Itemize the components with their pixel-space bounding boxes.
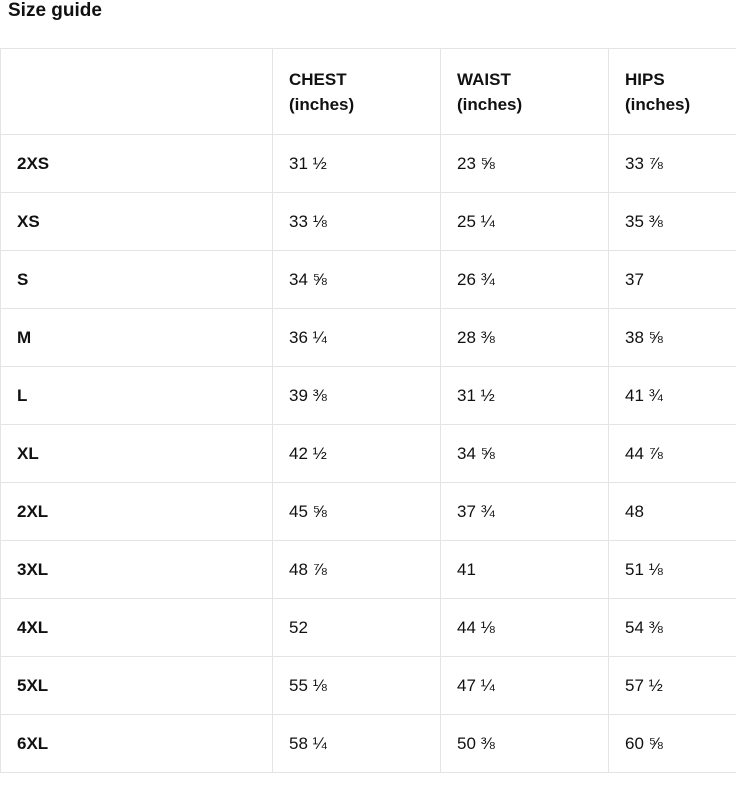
chest-value: 34 ⅝: [272, 250, 441, 309]
waist-value: 50 ⅜: [440, 714, 609, 773]
column-header-hips-unit: (inches): [625, 94, 691, 114]
chest-value: 31 ½: [272, 134, 441, 193]
hips-value: 33 ⅞: [608, 134, 736, 193]
size-label: XS: [0, 192, 273, 251]
table-row-m: M 36 ¼ 28 ⅜ 38 ⅝: [0, 308, 736, 367]
column-header-waist: WAIST (inches): [440, 48, 609, 135]
hips-value: 41 ¾: [608, 366, 736, 425]
size-label: L: [0, 366, 273, 425]
size-label: 3XL: [0, 540, 273, 599]
size-label: XL: [0, 424, 273, 483]
chest-value: 55 ⅛: [272, 656, 441, 715]
table-row-2xl: 2XL 45 ⅝ 37 ¾ 48: [0, 482, 736, 541]
column-header-hips: HIPS (inches): [608, 48, 736, 135]
table-row-xl: XL 42 ½ 34 ⅝ 44 ⅞: [0, 424, 736, 483]
waist-value: 41: [440, 540, 609, 599]
chest-value: 48 ⅞: [272, 540, 441, 599]
chest-value: 36 ¼: [272, 308, 441, 367]
chest-value: 39 ⅜: [272, 366, 441, 425]
hips-value: 37: [608, 250, 736, 309]
chest-value: 52: [272, 598, 441, 657]
waist-value: 44 ⅛: [440, 598, 609, 657]
waist-value: 37 ¾: [440, 482, 609, 541]
size-guide-table: CHEST (inches) WAIST (inches) HIPS (inch…: [0, 48, 736, 773]
column-header-waist-unit: (inches): [457, 94, 523, 114]
hips-value: 35 ⅜: [608, 192, 736, 251]
waist-value: 23 ⅝: [440, 134, 609, 193]
table-header-row: CHEST (inches) WAIST (inches) HIPS (inch…: [0, 48, 736, 135]
column-header-size: [0, 48, 273, 135]
table-row-s: S 34 ⅝ 26 ¾ 37: [0, 250, 736, 309]
table-row-6xl: 6XL 58 ¼ 50 ⅜ 60 ⅝: [0, 714, 736, 773]
table-row-xs: XS 33 ⅛ 25 ¼ 35 ⅜: [0, 192, 736, 251]
hips-value: 54 ⅜: [608, 598, 736, 657]
column-header-hips-label: HIPS: [625, 69, 665, 89]
waist-value: 47 ¼: [440, 656, 609, 715]
chest-value: 33 ⅛: [272, 192, 441, 251]
page-title: Size guide: [8, 0, 102, 21]
hips-value: 57 ½: [608, 656, 736, 715]
table-row-2xs: 2XS 31 ½ 23 ⅝ 33 ⅞: [0, 134, 736, 193]
chest-value: 42 ½: [272, 424, 441, 483]
hips-value: 48: [608, 482, 736, 541]
waist-value: 28 ⅜: [440, 308, 609, 367]
size-label: 4XL: [0, 598, 273, 657]
size-label: 2XS: [0, 134, 273, 193]
waist-value: 34 ⅝: [440, 424, 609, 483]
size-label: S: [0, 250, 273, 309]
waist-value: 26 ¾: [440, 250, 609, 309]
hips-value: 44 ⅞: [608, 424, 736, 483]
hips-value: 51 ⅛: [608, 540, 736, 599]
chest-value: 58 ¼: [272, 714, 441, 773]
column-header-chest-unit: (inches): [289, 94, 355, 114]
table-row-l: L 39 ⅜ 31 ½ 41 ¾: [0, 366, 736, 425]
size-label: M: [0, 308, 273, 367]
waist-value: 25 ¼: [440, 192, 609, 251]
table-row-5xl: 5XL 55 ⅛ 47 ¼ 57 ½: [0, 656, 736, 715]
column-header-chest: CHEST (inches): [272, 48, 441, 135]
size-label: 2XL: [0, 482, 273, 541]
chest-value: 45 ⅝: [272, 482, 441, 541]
size-label: 5XL: [0, 656, 273, 715]
hips-value: 60 ⅝: [608, 714, 736, 773]
hips-value: 38 ⅝: [608, 308, 736, 367]
size-label: 6XL: [0, 714, 273, 773]
waist-value: 31 ½: [440, 366, 609, 425]
table-row-3xl: 3XL 48 ⅞ 41 51 ⅛: [0, 540, 736, 599]
table-row-4xl: 4XL 52 44 ⅛ 54 ⅜: [0, 598, 736, 657]
column-header-chest-label: CHEST: [289, 69, 347, 89]
column-header-waist-label: WAIST: [457, 69, 511, 89]
